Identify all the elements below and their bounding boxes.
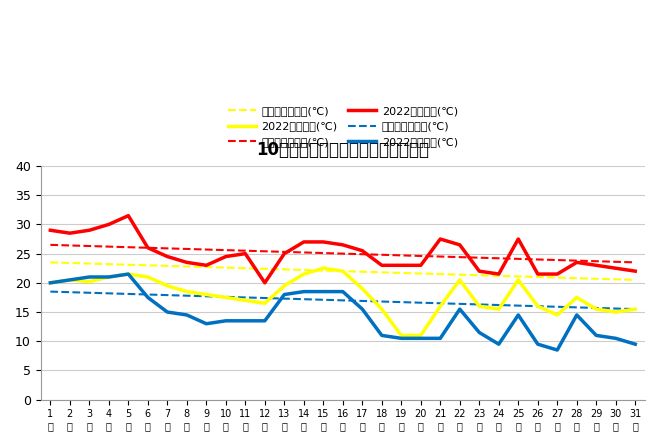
Legend: 平均気温平年値(℃), 2022平均気温(℃), 最高気温平年値(℃), 2022最高気温(℃), 最低気温平年値(℃), 2022最低気温(℃): 平均気温平年値(℃), 2022平均気温(℃), 最高気温平年値(℃), 202… [223,101,462,152]
Title: 10月最高・最低・平均気温（日別）: 10月最高・最低・平均気温（日別） [256,141,429,159]
